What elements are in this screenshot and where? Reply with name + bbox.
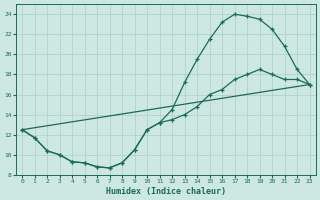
X-axis label: Humidex (Indice chaleur): Humidex (Indice chaleur) [106,187,226,196]
